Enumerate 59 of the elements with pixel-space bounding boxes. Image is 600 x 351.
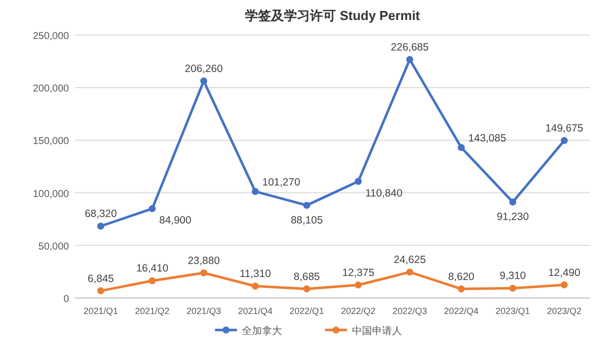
point [458, 285, 465, 292]
y-tick-label: 250,000 [32, 31, 70, 42]
x-tick-label: 2022/Q2 [340, 306, 376, 316]
data-label: 8,685 [294, 270, 320, 283]
point [458, 144, 465, 151]
data-label: 226,685 [390, 42, 429, 54]
point [252, 282, 259, 290]
data-label: 91,230 [496, 211, 529, 224]
data-label: 9,310 [500, 270, 526, 282]
point [148, 277, 156, 284]
point [509, 284, 516, 292]
x-tick-label: 2021/Q1 [83, 306, 118, 316]
data-label: 12,375 [342, 266, 374, 279]
data-label: 88,105 [290, 214, 323, 226]
x-tick-label: 2022/Q4 [444, 306, 479, 316]
data-label: 206,260 [184, 63, 223, 76]
data-label: 6,845 [88, 272, 114, 285]
x-tick-label: 2021/Q4 [238, 306, 273, 316]
point [97, 287, 104, 294]
x-tick-label: 2023/Q1 [495, 306, 530, 316]
point [560, 281, 568, 288]
x-tick-label: 2021/Q3 [186, 306, 222, 316]
point [200, 78, 208, 85]
data-label: 16,410 [136, 262, 168, 275]
data-label: 11,310 [240, 268, 272, 280]
data-label: 23,880 [188, 254, 220, 267]
x-tick-label: 2021/Q2 [134, 306, 170, 316]
data-label: 101,270 [262, 176, 300, 188]
y-tick-label: 150,000 [32, 136, 70, 148]
x-tick-label: 2023/Q2 [546, 306, 582, 316]
y-tick-label: 0 [63, 294, 70, 305]
legend-label: 全加拿大 [242, 325, 282, 337]
point [303, 285, 310, 292]
point [406, 56, 414, 64]
y-tick-label: 200,000 [32, 84, 70, 95]
point [354, 281, 362, 288]
data-label: 84,900 [159, 214, 192, 227]
data-label: 143,085 [468, 132, 506, 144]
point [200, 269, 208, 276]
data-label: 24,625 [394, 254, 426, 266]
y-tick-label: 50,000 [38, 241, 70, 252]
point [97, 222, 104, 230]
point [252, 188, 259, 195]
data-label: 110,840 [365, 187, 403, 200]
point [406, 268, 414, 276]
chart-title: 学签及学习许可 Study Permit [245, 8, 421, 23]
point [560, 137, 568, 144]
point [303, 202, 310, 209]
x-tick-label: 2022/Q3 [392, 306, 428, 316]
point [509, 198, 516, 206]
legend-label: 中国申请人 [352, 325, 402, 337]
data-label: 8,620 [448, 270, 475, 283]
x-tick-label: 2022/Q1 [289, 306, 324, 316]
data-label: 149,675 [545, 122, 584, 135]
data-label: 68,320 [84, 208, 117, 220]
y-tick-label: 100,000 [32, 188, 70, 200]
point [354, 178, 362, 185]
point [148, 205, 156, 212]
data-label: 12,490 [548, 266, 580, 279]
